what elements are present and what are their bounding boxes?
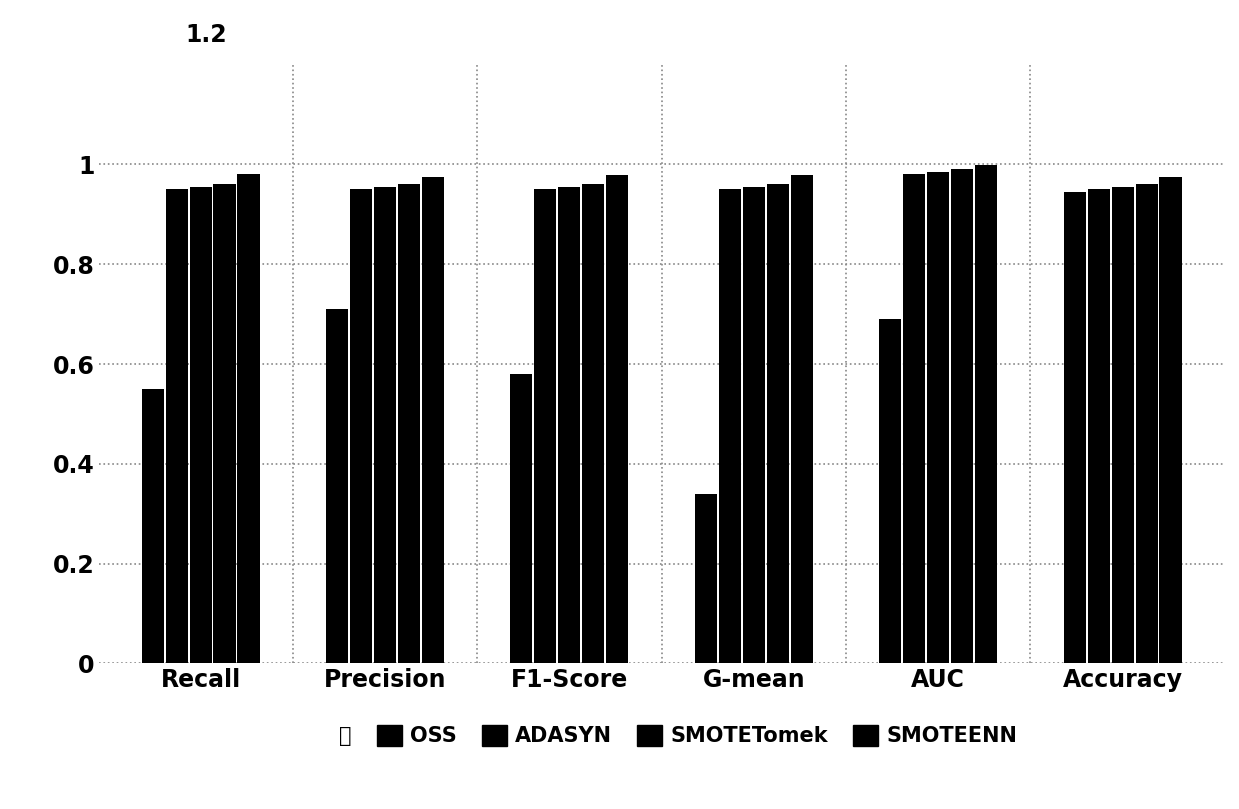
Bar (790, 176, 813, 663)
Bar (742, 187, 764, 663)
Bar (695, 493, 717, 663)
Bar (510, 374, 533, 663)
Bar (398, 184, 420, 663)
Bar (374, 187, 396, 663)
Text: 1.2: 1.2 (186, 23, 228, 47)
Bar (349, 189, 372, 663)
Bar (421, 177, 444, 663)
Bar (719, 189, 741, 663)
Bar (1088, 189, 1110, 663)
Legend: 无, OSS, ADASYN, SMOTETomek, SMOTEENN: 无, OSS, ADASYN, SMOTETomek, SMOTEENN (297, 716, 1026, 755)
Bar (213, 184, 235, 663)
Bar (880, 319, 901, 663)
Bar (238, 175, 259, 663)
Bar (767, 184, 789, 663)
Bar (559, 187, 580, 663)
Bar (1135, 184, 1157, 663)
Bar (903, 175, 926, 663)
Bar (952, 169, 973, 663)
Bar (582, 184, 605, 663)
Bar (141, 389, 164, 663)
Bar (1111, 187, 1134, 663)
Bar (1063, 192, 1085, 663)
Bar (190, 187, 212, 663)
Bar (326, 309, 348, 663)
Bar (927, 172, 949, 663)
Bar (1160, 177, 1182, 663)
Bar (606, 176, 628, 663)
Bar (975, 166, 997, 663)
Bar (166, 189, 187, 663)
Bar (534, 189, 556, 663)
